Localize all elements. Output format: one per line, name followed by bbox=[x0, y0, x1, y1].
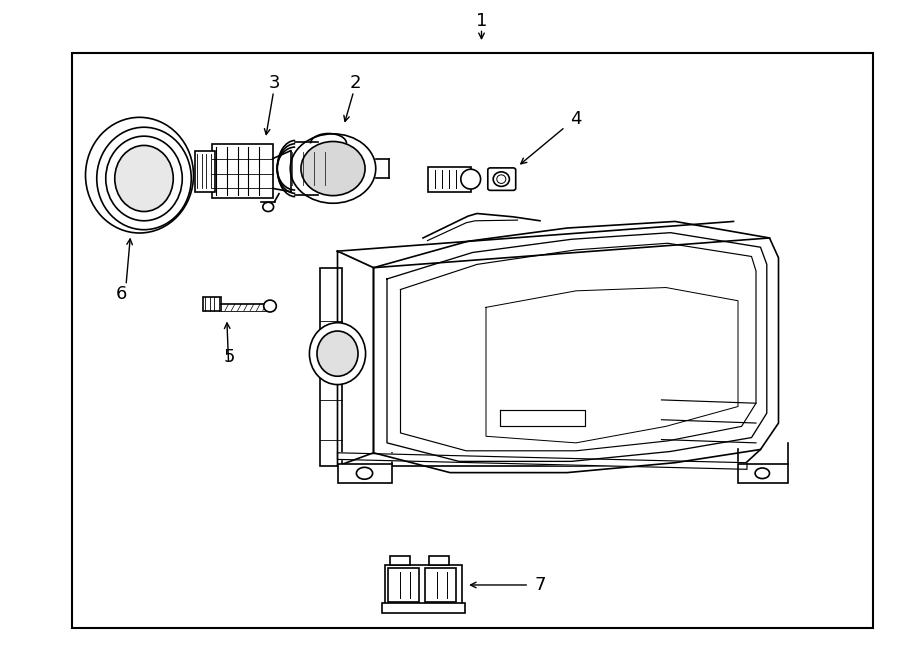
Text: 6: 6 bbox=[116, 285, 127, 303]
Bar bbox=[382, 603, 465, 613]
Bar bbox=[320, 268, 342, 466]
Text: 1: 1 bbox=[476, 12, 487, 30]
Ellipse shape bbox=[263, 202, 274, 212]
Bar bbox=[338, 464, 392, 483]
Bar bbox=[738, 464, 788, 483]
Polygon shape bbox=[374, 221, 778, 473]
Ellipse shape bbox=[497, 175, 506, 183]
Bar bbox=[195, 151, 215, 192]
Bar bbox=[202, 297, 220, 311]
Ellipse shape bbox=[755, 468, 770, 479]
Ellipse shape bbox=[356, 467, 373, 479]
Text: 3: 3 bbox=[269, 73, 280, 92]
Ellipse shape bbox=[97, 128, 191, 230]
Text: 4: 4 bbox=[571, 110, 581, 128]
Bar bbox=[212, 144, 273, 198]
Bar bbox=[428, 167, 471, 192]
Text: 5: 5 bbox=[224, 348, 235, 366]
Text: 2: 2 bbox=[350, 73, 361, 92]
Bar bbox=[429, 556, 449, 565]
Bar bbox=[72, 53, 873, 628]
Ellipse shape bbox=[310, 323, 365, 385]
Ellipse shape bbox=[493, 172, 509, 186]
Ellipse shape bbox=[106, 136, 182, 221]
Text: 7: 7 bbox=[535, 576, 545, 594]
Bar bbox=[390, 556, 410, 565]
FancyBboxPatch shape bbox=[488, 168, 516, 190]
Polygon shape bbox=[338, 453, 747, 469]
Ellipse shape bbox=[290, 134, 376, 204]
Ellipse shape bbox=[86, 118, 194, 233]
Polygon shape bbox=[338, 251, 374, 466]
Bar bbox=[385, 565, 462, 605]
Ellipse shape bbox=[115, 145, 173, 212]
Ellipse shape bbox=[317, 331, 358, 376]
Bar bbox=[425, 568, 456, 602]
Ellipse shape bbox=[264, 300, 276, 312]
Ellipse shape bbox=[301, 141, 365, 196]
Bar bbox=[388, 568, 419, 602]
Ellipse shape bbox=[461, 169, 481, 189]
